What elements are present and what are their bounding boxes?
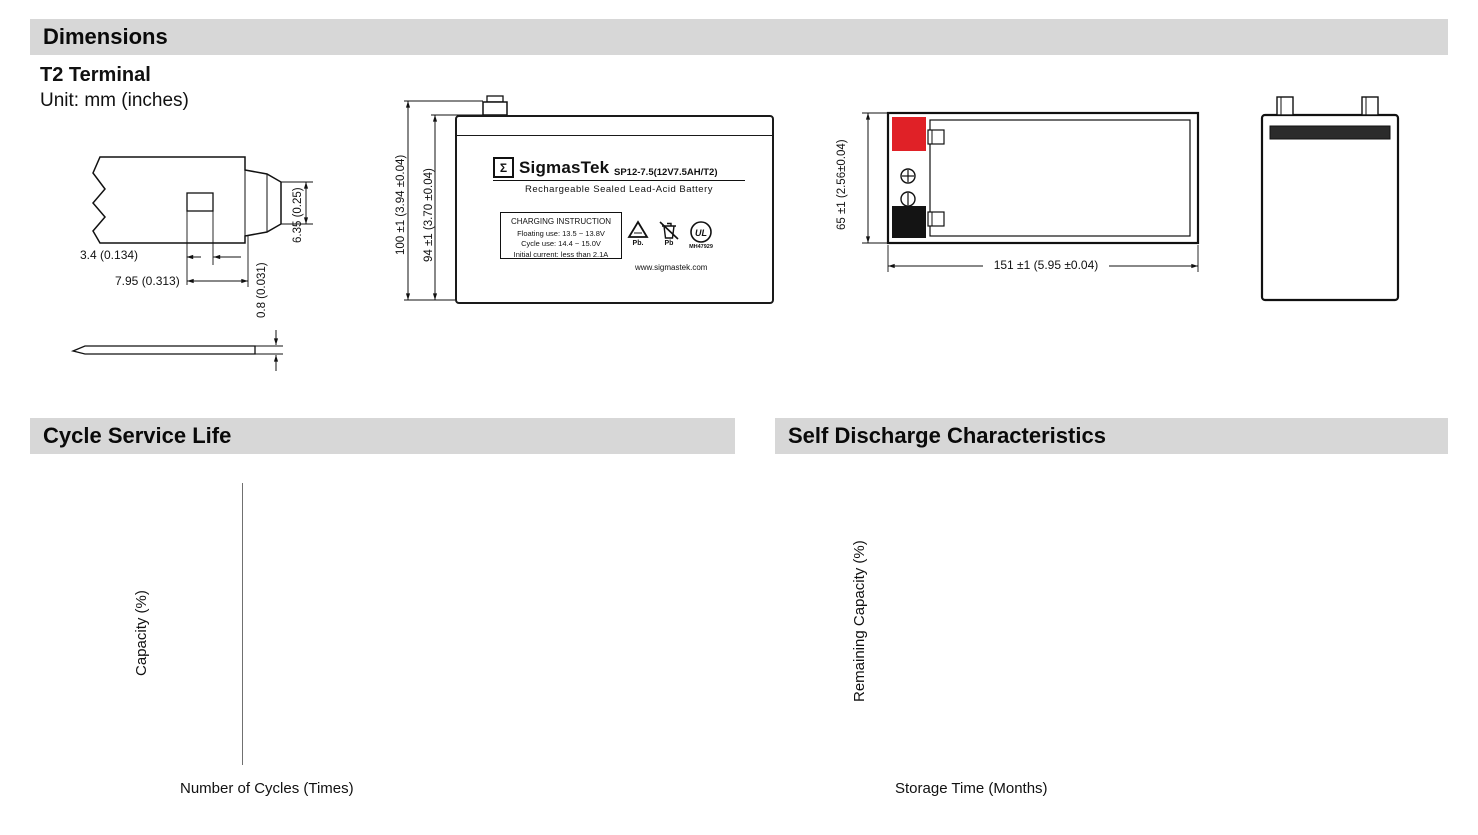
dimensions-section-header: Dimensions — [30, 19, 1448, 55]
discharge-chart-x-axis-label: Storage Time (Months) — [895, 780, 1048, 797]
cycle-service-life-chart — [115, 470, 635, 805]
sigmastek-logo-icon: Σ — [493, 157, 514, 178]
negative-terminal-black — [892, 206, 926, 238]
dim-case-height-label: 94 ±1 (3.70 ±0.04) — [423, 168, 435, 262]
dim-total-height-label: 100 ±1 (3.94 ±0.04) — [395, 154, 407, 255]
recycle-pb-text: Pb. — [632, 240, 644, 247]
recycle-pb-icon: Pb. — [627, 220, 649, 247]
charging-title: CHARGING INSTRUCTION — [511, 217, 611, 226]
bin-pb-text: Pb — [664, 240, 674, 247]
dim-blade-width-label: 7.95 (0.313) — [115, 274, 180, 288]
battery-top-view — [862, 111, 1200, 272]
model-number: SP12-7.5(12V7.5AH/T2) — [614, 167, 718, 178]
cycle-life-title: Cycle Service Life — [43, 423, 232, 448]
charging-line-1: Floating use: 13.5 ~ 13.8V — [517, 229, 605, 239]
ul-mark-icon: UL MH47929 — [689, 220, 713, 250]
label-divider — [493, 180, 745, 181]
ul-file-number: MH47929 — [689, 244, 713, 250]
website-url: www.sigmastek.com — [635, 263, 708, 272]
no-trash-pb-icon: Pb — [658, 220, 680, 247]
terminal-type-title: T2 Terminal — [40, 64, 151, 86]
cycle-chart-x-axis-label: Number of Cycles (Times) — [180, 780, 354, 797]
battery-lid-seam — [457, 135, 772, 136]
compliance-icons: Pb. Pb UL MH47929 — [627, 220, 713, 250]
battery-front-view: Σ SigmasTek SP12-7.5(12V7.5AH/T2) Rechar… — [455, 115, 774, 304]
self-discharge-section-header: Self Discharge Characteristics — [775, 418, 1448, 454]
logo-glyph: Σ — [499, 160, 508, 175]
brand-row: Σ SigmasTek — [493, 157, 609, 178]
battery-type-line: Rechargeable Sealed Lead-Acid Battery — [524, 184, 714, 195]
terminal-detail-drawing — [70, 156, 313, 371]
battery-front-view-dimensions — [404, 95, 508, 301]
dimensions-title: Dimensions — [43, 24, 168, 49]
dim-hole-width-label: 3.4 (0.134) — [80, 248, 139, 262]
dim-side-width-label: 151 ±1 (5.95 ±0.04) — [983, 258, 1109, 272]
dim-side-height-label: 65 ±1 (2.56±0.04) — [836, 139, 848, 230]
unit-label: Unit: mm (inches) — [40, 90, 189, 111]
self-discharge-chart — [845, 470, 1375, 805]
charging-line-2: Cycle use: 14.4 ~ 15.0V — [521, 239, 601, 249]
dim-blade-height-label: 6.35 (0.25) — [292, 187, 304, 243]
discharge-chart-y-axis-label: Remaining Capacity (%) — [851, 540, 868, 702]
charging-instruction-box: CHARGING INSTRUCTION Floating use: 13.5 … — [500, 212, 622, 259]
svg-text:UL: UL — [695, 228, 707, 238]
self-discharge-title: Self Discharge Characteristics — [788, 423, 1106, 448]
battery-end-view — [1260, 96, 1400, 302]
positive-terminal-red — [892, 117, 926, 151]
cycle-chart-y-axis-label: Capacity (%) — [133, 590, 150, 676]
dim-thickness-label: 0.8 (0.031) — [256, 262, 268, 318]
charging-line-3: Initial current: less than 2.1A — [513, 249, 609, 259]
brand-name: SigmasTek — [519, 157, 610, 177]
cycle-life-section-header: Cycle Service Life — [30, 418, 735, 454]
